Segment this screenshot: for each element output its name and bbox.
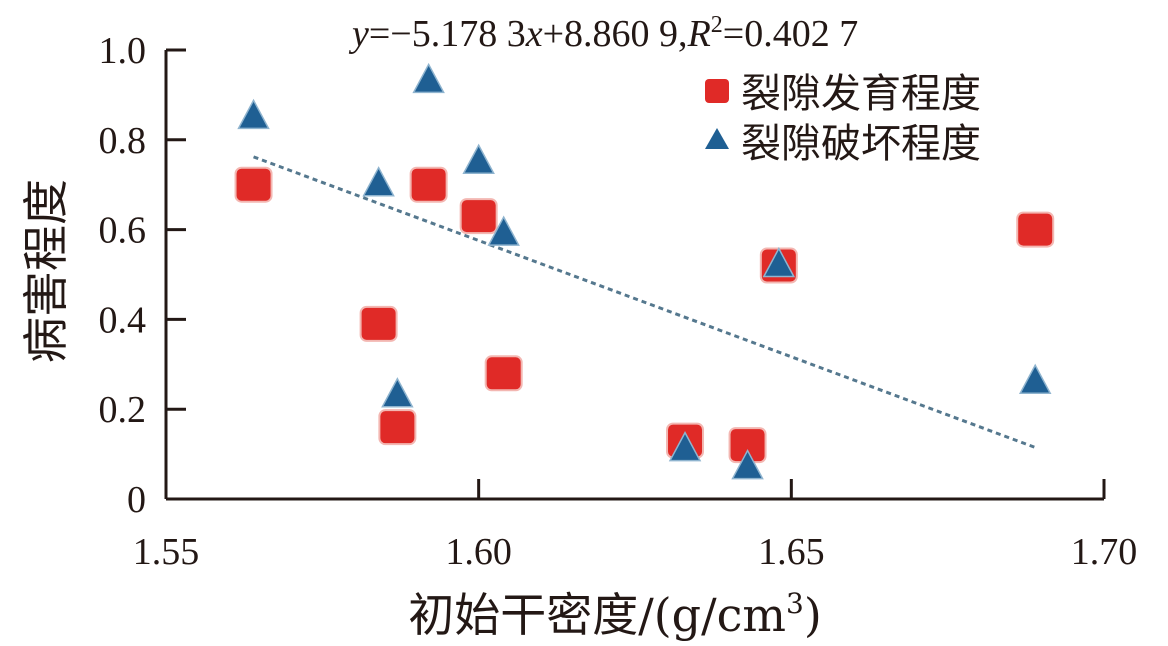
point-series-0 [409,166,448,203]
data-points [234,62,1055,480]
eq-part3: =0.402 7 [723,13,858,55]
point-series-1 [762,246,796,278]
eq-part2: +8.860 9, [543,13,688,55]
point-series-1 [237,98,270,130]
x-tick-label: 1.55 [133,531,200,573]
x-axis-title-text: 初始干密度/(g/cm [408,588,786,642]
point-series-0 [359,305,398,342]
point-series-1 [487,215,520,246]
axes [164,50,1104,501]
point-series-0 [234,166,273,203]
point-series-0 [484,355,523,392]
point-series-0 [378,409,417,446]
point-series-1 [731,448,764,480]
y-axis-title: 病害程度 [19,179,73,363]
point-series-1 [362,166,395,197]
x-tick-label: 1.70 [1071,531,1138,573]
point-series-1 [1018,363,1052,395]
legend-marker-square [705,79,729,103]
eq-x: x [525,13,543,55]
point-series-1 [462,143,495,174]
legend-label-1: 裂隙破坏程度 [741,121,981,167]
regression-equation: y=−5.178 3x+8.860 9,R2=0.402 7 [348,12,858,55]
legend-marker-triangle [705,128,729,149]
trendline [253,155,1036,449]
legend-label-0: 裂隙发育程度 [741,71,981,117]
point-series-1 [668,431,702,462]
eq-r: R [687,13,711,55]
point-series-1 [412,62,445,94]
y-tick-label: 0.8 [99,120,147,162]
point-series-0 [1016,211,1055,248]
legend: 裂隙发育程度 裂隙破坏程度 [705,71,981,167]
x-axis-title-end: ) [804,588,822,642]
eq-y: y [348,13,369,55]
y-tick-label: 0.2 [99,389,147,431]
point-series-1 [381,377,414,408]
y-tick-label: 0 [127,479,146,521]
y-axis-ticks: 0 0.2 0.4 0.6 0.8 1.0 [99,30,186,521]
y-tick-label: 1.0 [99,30,147,72]
x-axis-title: 初始干密度/(g/cm3) [408,587,822,642]
x-tick-label: 1.60 [445,531,512,573]
point-series-0 [459,198,498,235]
x-axis-title-sup: 3 [786,587,804,620]
y-tick-label: 0.4 [99,299,147,341]
y-tick-label: 0.6 [99,210,147,252]
x-axis-ticks: 1.55 1.60 1.65 1.70 [133,479,1138,573]
x-tick-label: 1.65 [758,531,825,573]
eq-sup: 2 [711,12,723,38]
eq-part1: =−5.178 3 [369,13,526,55]
